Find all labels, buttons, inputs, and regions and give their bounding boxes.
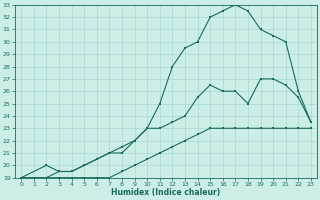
X-axis label: Humidex (Indice chaleur): Humidex (Indice chaleur)	[111, 188, 221, 197]
